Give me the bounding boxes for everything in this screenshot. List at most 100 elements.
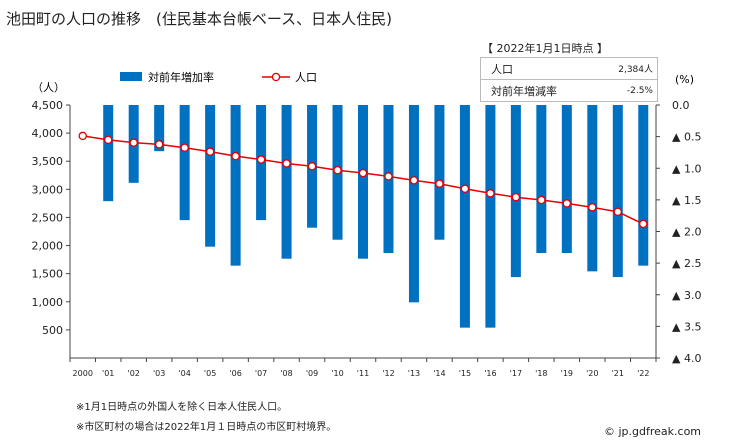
left-tick-label: 500 [42, 324, 63, 337]
x-tick-label: '21 [612, 369, 624, 378]
bar-'06 [230, 105, 241, 266]
right-axis-label: (%) [675, 73, 694, 86]
legend-line-marker [271, 72, 281, 82]
point-'03 [154, 140, 164, 149]
x-tick-label: '18 [535, 369, 547, 378]
right-tick-label: 0.0 [672, 99, 690, 112]
x-tick-label: '14 [433, 369, 445, 378]
change-value: -2.5% [626, 85, 653, 96]
x-tick-label: 2000 [73, 369, 93, 378]
x-tick-label: '16 [484, 369, 496, 378]
bar-'22 [638, 105, 649, 266]
left-tick-label: 3,000 [32, 183, 64, 196]
bar-'15 [459, 105, 470, 328]
left-tick-label: 1,500 [32, 268, 64, 281]
bar-'19 [561, 105, 572, 254]
point-'18 [537, 195, 546, 205]
line-series [78, 131, 648, 229]
point-'15 [460, 184, 470, 194]
bar-'08 [281, 105, 292, 259]
x-tick-label: '09 [306, 369, 318, 378]
point-'10 [333, 165, 342, 175]
bar-'21 [612, 105, 623, 278]
right-tick-label: ▲ 2.0 [672, 226, 701, 239]
point-'09 [307, 162, 317, 171]
x-tick-label: '02 [128, 369, 140, 378]
bar-'16 [485, 105, 496, 328]
bar-'18 [536, 105, 547, 254]
x-tick-label: '08 [280, 369, 292, 378]
note-2: ※市区町村の場合は2022年1月１日時点の市区町村境界。 [76, 422, 337, 433]
x-tick-label: '20 [586, 369, 598, 378]
change-label: 対前年増減率 [491, 84, 557, 98]
point-'02 [129, 138, 138, 147]
left-axis-label: （人） [32, 81, 65, 94]
point-'16 [486, 189, 495, 198]
x-tick-label: '11 [357, 369, 369, 378]
point-'12 [384, 172, 393, 181]
point-'19 [562, 199, 572, 208]
credit-text: © jp.gdfreak.com [604, 425, 702, 438]
x-tick-label: '06 [229, 369, 241, 378]
right-tick-label: ▲ 4.0 [672, 352, 701, 365]
point-'01 [103, 135, 113, 145]
info-row-population: 人口 2,384人 [481, 58, 657, 79]
x-tick-label: '10 [331, 369, 343, 378]
page-title: 池田町の人口の推移 (住民基本台帳ベース、日本人住民) [6, 10, 392, 28]
left-tick-label: 1,000 [32, 296, 64, 309]
info-box: 人口 2,384人 対前年増減率 -2.5% [480, 57, 658, 102]
legend: 対前年増加率 人口 [120, 70, 317, 84]
right-tick-label: ▲ 3.5 [672, 320, 701, 333]
point-'22 [639, 219, 648, 229]
bar-'20 [587, 105, 598, 272]
left-tick-label: 4,000 [32, 127, 64, 140]
point-'21 [613, 207, 623, 217]
bar-'14 [434, 105, 445, 240]
point-2000 [78, 131, 87, 141]
bar-'04 [179, 105, 190, 221]
x-tick-label: '19 [561, 369, 573, 378]
population-value: 2,384人 [618, 65, 653, 75]
left-tick-label: 2,500 [32, 211, 64, 224]
x-tick-label: '04 [178, 369, 190, 378]
bar-'17 [510, 105, 521, 278]
note-1: ※1月1日時点の外国人を除く日本人住民人口。 [76, 402, 288, 413]
right-tick-label: ▲ 1.0 [672, 162, 701, 175]
left-tick-label: 2,000 [32, 240, 64, 253]
point-'05 [205, 147, 215, 156]
x-tick-label: '03 [153, 369, 165, 378]
point-'13 [409, 176, 419, 185]
legend-bar-swatch [120, 72, 142, 81]
x-tick-label: '22 [637, 369, 649, 378]
x-tick-label: '07 [255, 369, 267, 378]
point-'04 [180, 143, 189, 152]
x-tick-label: '13 [408, 369, 420, 378]
info-row-change: 対前年増減率 -2.5% [481, 79, 657, 101]
bar-'11 [358, 105, 368, 259]
left-tick-label: 4,500 [32, 99, 64, 112]
point-'20 [588, 203, 597, 212]
right-tick-label: ▲ 1.5 [672, 194, 701, 207]
point-'07 [256, 155, 266, 164]
as-of-date: 【 2022年1月1日時点 】 [482, 42, 608, 55]
population-label: 人口 [491, 62, 513, 76]
x-tick-label: '05 [204, 369, 216, 378]
bar-'01 [103, 105, 114, 202]
right-tick-label: ▲ 2.5 [672, 257, 701, 270]
legend-bar-label: 対前年増加率 [148, 70, 214, 84]
bar-'05 [205, 105, 216, 247]
left-tick-label: 3,500 [32, 155, 64, 168]
x-tick-label: '15 [459, 369, 471, 378]
legend-line-label: 人口 [295, 71, 317, 84]
bar-series [103, 105, 649, 328]
right-tick-label: ▲ 3.0 [672, 289, 701, 302]
point-'11 [358, 168, 368, 178]
x-tick-label: '12 [382, 369, 394, 378]
axis-ticks: 500 1,000 1,500 2,000 2,500 3,000 3,500 4,000 4,… [32, 99, 702, 378]
point-'08 [282, 159, 291, 168]
right-tick-label: ▲ 0.5 [672, 131, 701, 144]
bar-'13 [408, 105, 419, 303]
point-'06 [231, 151, 240, 161]
x-tick-label: '01 [102, 369, 114, 378]
